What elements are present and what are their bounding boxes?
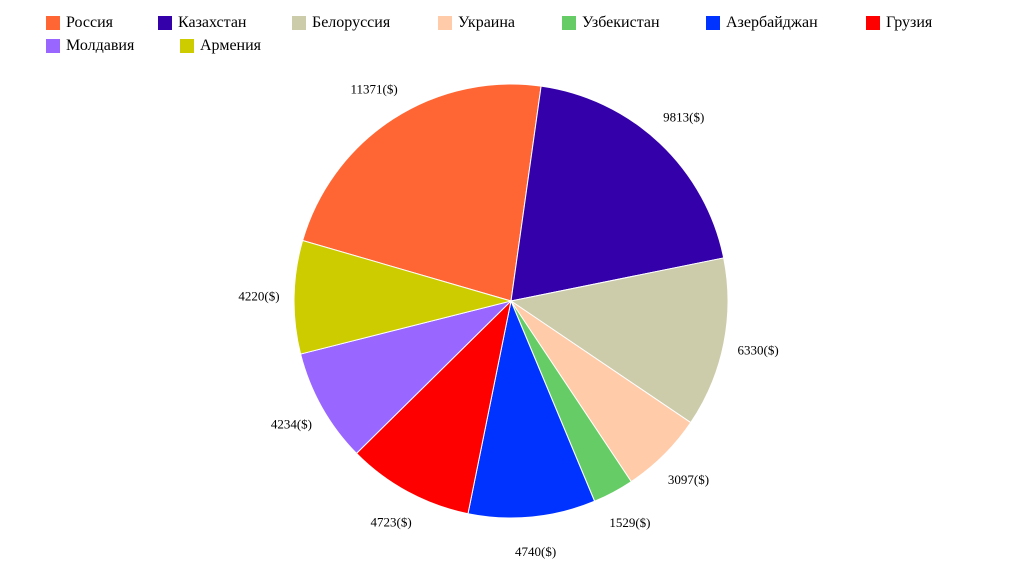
slice-value-label: 6330($): [738, 342, 779, 357]
slice-value-label: 4220($): [238, 289, 279, 304]
slice-value-label: 4723($): [371, 515, 412, 530]
slice-value-label: 4234($): [271, 417, 312, 432]
slice-value-label: 9813($): [663, 110, 704, 125]
slice-value-label: 1529($): [609, 515, 650, 530]
slice-value-label: 11371($): [351, 81, 398, 96]
slice-value-label: 3097($): [668, 472, 709, 487]
slice-value-label: 4740($): [515, 544, 556, 559]
